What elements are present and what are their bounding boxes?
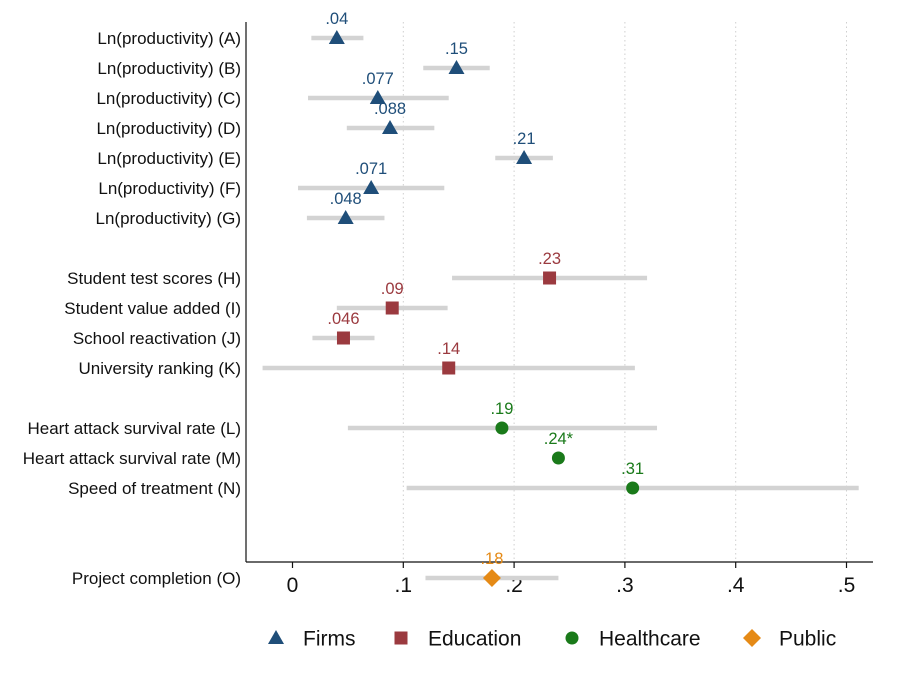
category-label-f: Ln(productivity) (F) xyxy=(98,179,241,198)
data-label-n: .31 xyxy=(621,460,644,478)
x-tick-label-5: .5 xyxy=(838,574,856,597)
data-label-l: .19 xyxy=(490,400,513,418)
point-marker-b xyxy=(448,60,465,74)
category-label-l: Heart attack survival rate (L) xyxy=(27,419,241,438)
category-label-m: Heart attack survival rate (M) xyxy=(23,449,241,468)
x-tick-label-1: .1 xyxy=(395,574,413,597)
point-marker-f xyxy=(363,180,380,194)
data-label-k: .14 xyxy=(437,340,460,358)
category-label-o: Project completion (O) xyxy=(72,569,241,588)
point-marker-i xyxy=(385,301,399,315)
x-tick-label-0: 0 xyxy=(287,574,299,597)
legend-marker-public xyxy=(743,629,761,647)
legend: Firms Education Healthcare Public xyxy=(268,628,836,651)
legend-label-firms: Firms xyxy=(303,628,355,651)
category-label-a: Ln(productivity) (A) xyxy=(97,29,241,48)
category-label-d: Ln(productivity) (D) xyxy=(96,119,241,138)
point-marker-m xyxy=(551,451,565,465)
x-tick-label-3: .3 xyxy=(616,574,634,597)
point-marker-l xyxy=(495,421,509,435)
category-label-c: Ln(productivity) (C) xyxy=(96,89,241,108)
data-label-h: .23 xyxy=(538,250,561,268)
point-marker-k xyxy=(442,361,456,375)
legend-label-public: Public xyxy=(779,628,836,651)
data-label-g: .048 xyxy=(330,190,362,208)
legend-label-healthcare: Healthcare xyxy=(599,628,701,651)
category-label-k: University ranking (K) xyxy=(79,359,242,378)
point-marker-j xyxy=(336,331,350,345)
legend-marker-education xyxy=(394,631,408,645)
data-label-m: .24* xyxy=(544,430,574,448)
data-label-j: .046 xyxy=(327,310,359,328)
point-marker-n xyxy=(626,481,640,495)
legend-label-education: Education xyxy=(428,628,521,651)
series-healthcare: .19 .24* .31 xyxy=(347,400,859,495)
data-label-b: .15 xyxy=(445,40,468,58)
data-label-i: .09 xyxy=(381,280,404,298)
point-marker-d xyxy=(382,120,399,134)
category-label-e: Ln(productivity) (E) xyxy=(97,149,241,168)
category-label-b: Ln(productivity) (B) xyxy=(97,59,241,78)
legend-marker-firms xyxy=(268,630,284,644)
series-education: .23 .09 .046 .14 xyxy=(262,250,648,375)
data-label-o: .18 xyxy=(480,550,503,568)
point-marker-g xyxy=(337,210,354,224)
point-marker-h xyxy=(543,271,557,285)
grid-lines xyxy=(402,22,847,562)
data-label-a: .04 xyxy=(325,10,348,28)
series-public: .18 xyxy=(425,550,559,587)
data-label-d: .088 xyxy=(374,100,406,118)
category-label-h: Student test scores (H) xyxy=(67,269,241,288)
data-label-c: .077 xyxy=(362,70,394,88)
category-label-j: School reactivation (J) xyxy=(73,329,241,348)
point-marker-c xyxy=(369,90,386,104)
category-label-g: Ln(productivity) (G) xyxy=(96,209,241,228)
category-label-i: Student value added (I) xyxy=(64,299,241,318)
x-tick-label-4: .4 xyxy=(727,574,745,597)
point-marker-o xyxy=(482,569,501,587)
category-label-n: Speed of treatment (N) xyxy=(68,479,241,498)
data-label-f: .071 xyxy=(355,160,387,178)
legend-marker-healthcare xyxy=(565,631,579,645)
point-marker-e xyxy=(516,150,533,164)
data-label-e: .21 xyxy=(513,130,536,148)
point-marker-a xyxy=(328,30,345,44)
series-firms: .04 .15 .077 .088 .21 .071 .048 xyxy=(298,10,553,224)
